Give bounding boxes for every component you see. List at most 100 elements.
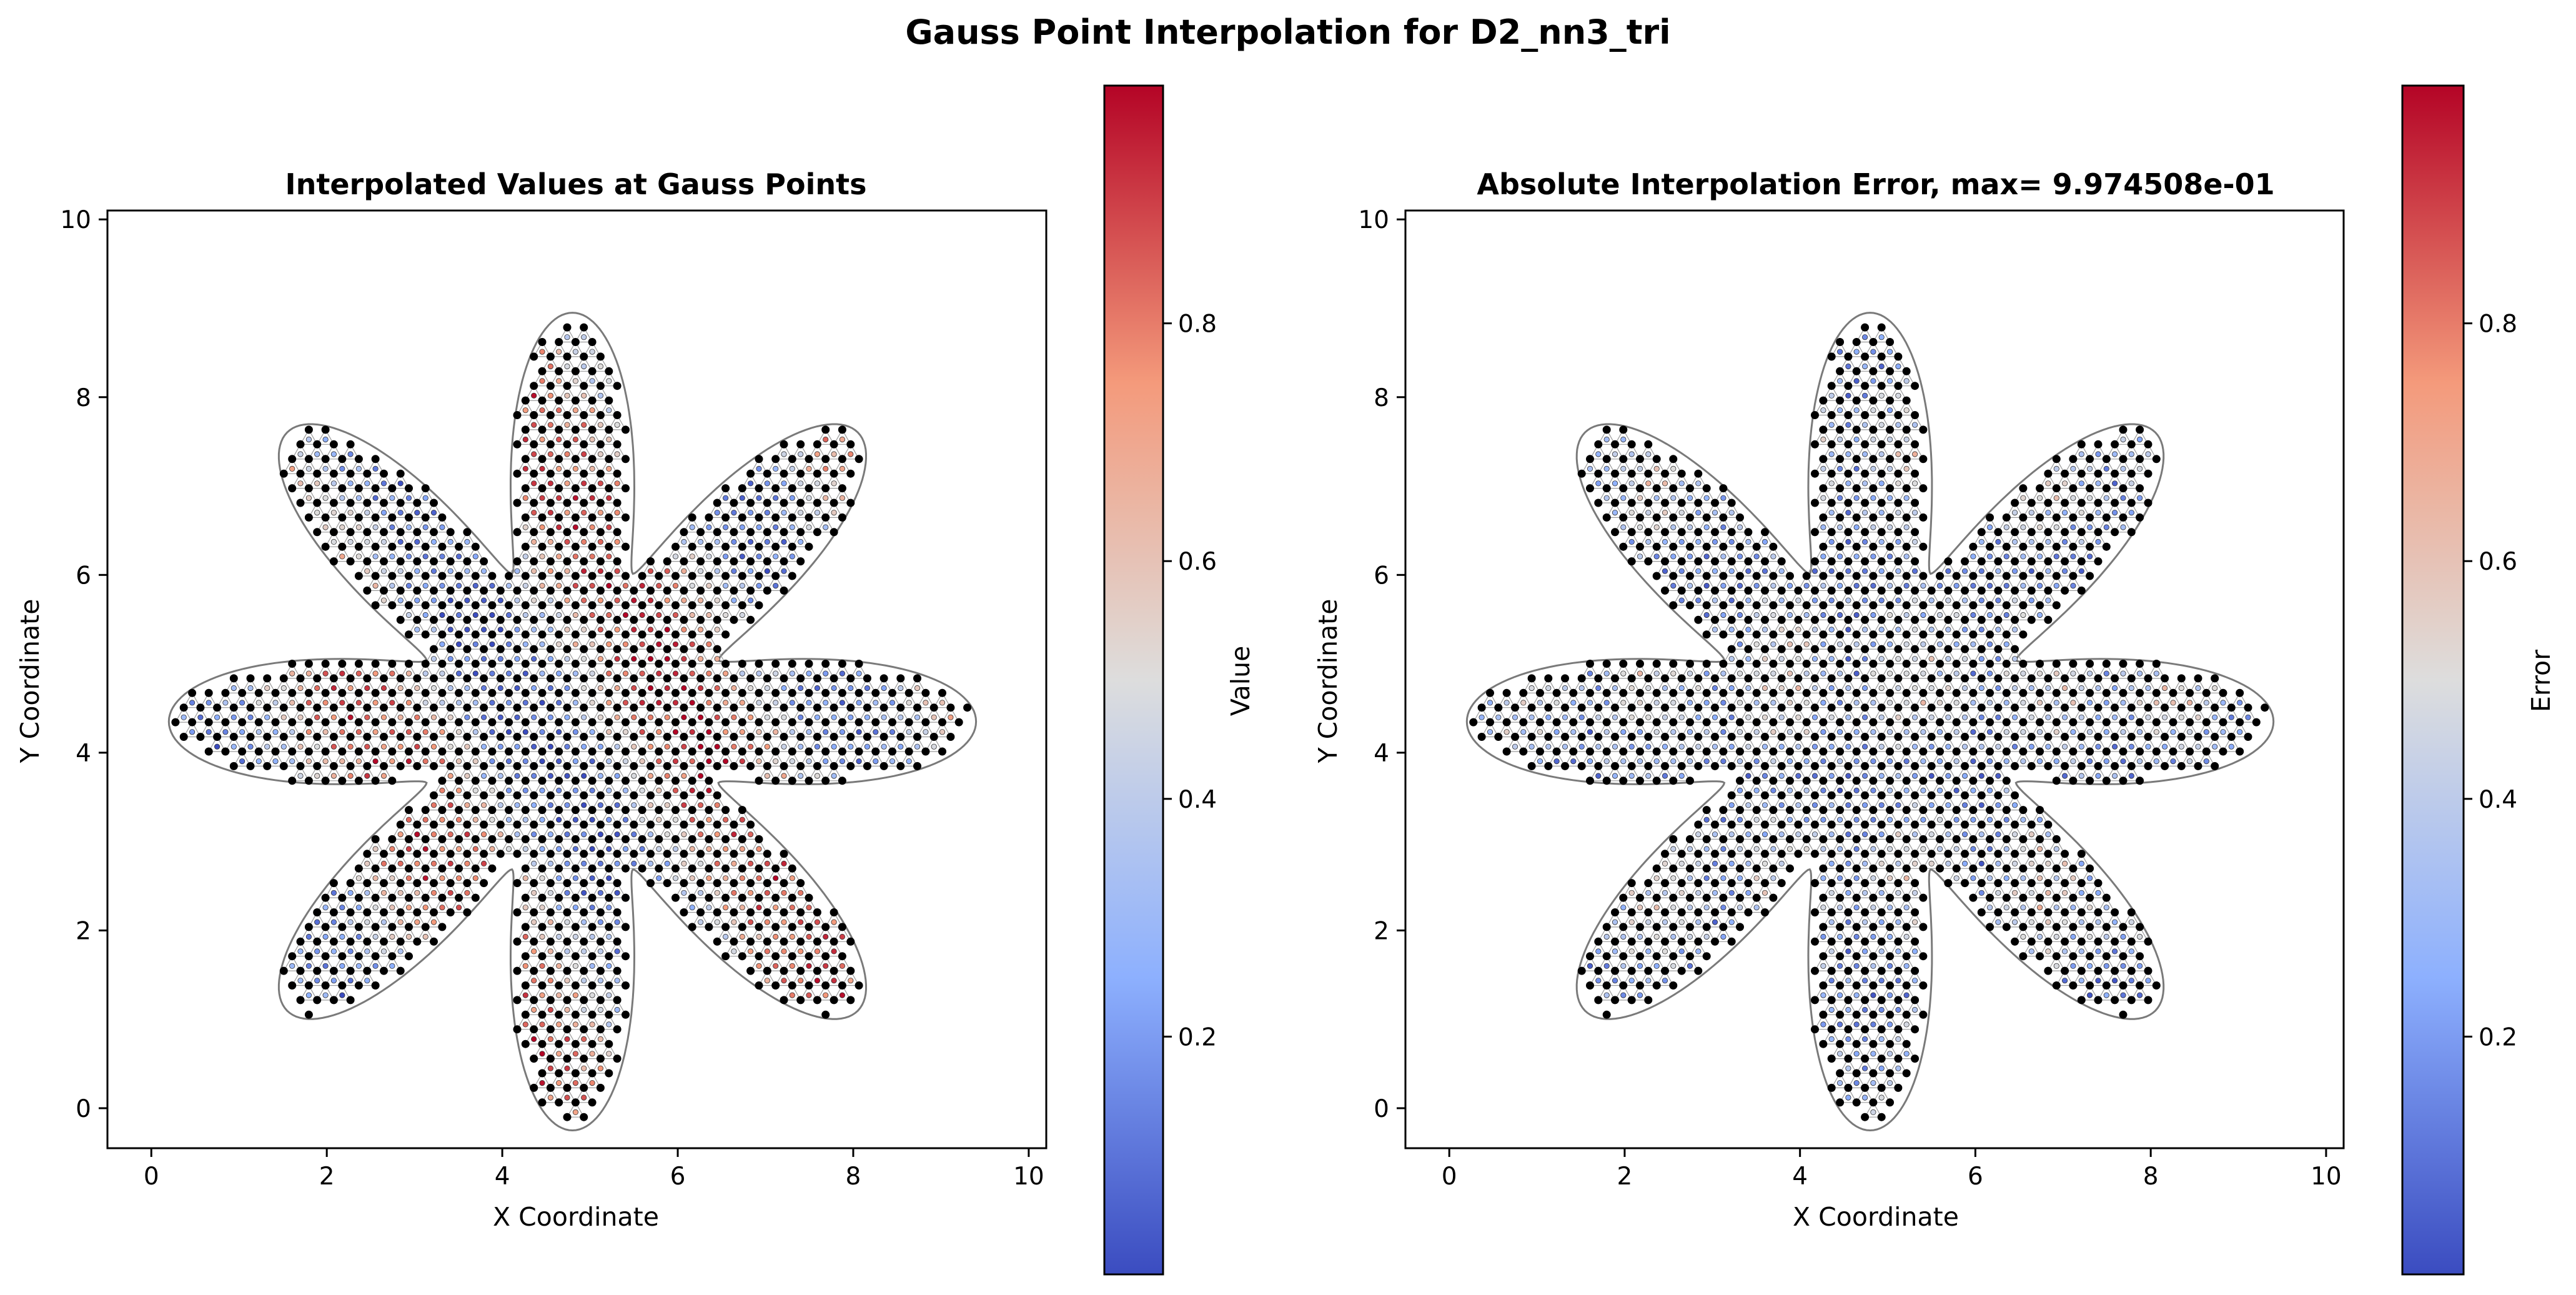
mesh-node	[1852, 747, 1861, 756]
mesh-element	[1814, 809, 1833, 825]
mesh-node	[646, 733, 655, 741]
mesh-node	[1727, 733, 1736, 741]
mesh-element	[1914, 692, 1933, 708]
mesh-node	[1719, 747, 1728, 756]
mesh-element	[1872, 1028, 1891, 1044]
mesh-element	[592, 619, 610, 635]
mesh-node	[2119, 952, 2128, 961]
gauss-point	[314, 509, 320, 516]
mesh-element	[1697, 896, 1716, 913]
mesh-node	[655, 572, 663, 580]
mesh-node	[954, 718, 963, 727]
mesh-node	[1786, 718, 1794, 727]
mesh-element	[391, 911, 410, 928]
mesh-node	[1627, 879, 1636, 888]
mesh-element	[1714, 838, 1733, 855]
mesh-node	[1844, 1083, 1853, 1092]
gauss-point	[297, 773, 304, 779]
mesh-element	[391, 560, 410, 577]
mesh-node	[821, 923, 830, 931]
mesh-element	[833, 750, 851, 767]
mesh-element	[2081, 896, 2099, 913]
mesh-node	[1869, 1069, 1878, 1078]
gauss-point	[330, 948, 337, 955]
mesh-node	[596, 674, 605, 683]
mesh-node	[571, 777, 580, 785]
mesh-node	[196, 703, 205, 712]
mesh-node	[938, 688, 946, 697]
gauss-point	[798, 919, 804, 925]
mesh-element	[416, 750, 435, 767]
mesh-element	[1689, 823, 1708, 840]
mesh-element	[533, 985, 552, 1001]
mesh-node	[2144, 966, 2152, 975]
mesh-node	[1611, 733, 1619, 741]
mesh-node	[438, 806, 447, 815]
mesh-element	[2106, 707, 2124, 723]
mesh-node	[563, 703, 572, 712]
mesh-element	[1881, 517, 1899, 533]
mesh-node	[680, 557, 688, 566]
gauss-point	[389, 905, 395, 911]
mesh-element	[2156, 677, 2174, 693]
mesh-node	[354, 688, 363, 697]
mesh-node	[622, 660, 630, 668]
mesh-element	[1881, 604, 1899, 620]
mesh-element	[375, 882, 393, 898]
mesh-node	[2102, 718, 2111, 727]
mesh-element	[1697, 721, 1716, 738]
mesh-element	[2031, 663, 2049, 679]
mesh-element	[1881, 838, 1899, 855]
mesh-element	[1722, 853, 1741, 869]
mesh-node	[1994, 908, 2003, 916]
mesh-node	[2036, 718, 2044, 727]
mesh-element	[1664, 487, 1683, 504]
mesh-node	[855, 455, 863, 464]
mesh-node	[1727, 820, 1736, 829]
gauss-point	[339, 963, 345, 969]
mesh-element	[350, 721, 368, 738]
mesh-element	[1997, 517, 2016, 533]
mesh-node	[1869, 893, 1878, 902]
mesh-element	[1972, 823, 1991, 840]
gauss-point	[505, 729, 512, 735]
mesh-element	[1872, 355, 1891, 372]
gauss-point	[464, 802, 470, 808]
mesh-element	[1706, 882, 1724, 898]
mesh-element	[425, 823, 443, 840]
mesh-node	[646, 791, 655, 800]
mesh-element	[308, 502, 327, 518]
mesh-element	[1906, 414, 1924, 430]
gauss-point	[564, 334, 570, 340]
mesh-element	[274, 736, 293, 752]
mesh-node	[730, 820, 738, 829]
gauss-point	[531, 773, 537, 779]
gauss-point	[455, 758, 462, 765]
mesh-element	[450, 750, 468, 767]
mesh-element	[558, 326, 577, 343]
mesh-element	[2106, 941, 2124, 957]
mesh-node	[380, 733, 388, 741]
mesh-element	[341, 677, 360, 693]
mesh-element	[617, 663, 635, 679]
mesh-element	[241, 677, 260, 693]
mesh-element	[1681, 487, 1699, 504]
mesh-element	[2147, 750, 2166, 767]
mesh-node	[521, 864, 530, 873]
mesh-element	[2014, 692, 2033, 708]
gauss-point	[873, 758, 879, 765]
mesh-element	[1539, 736, 1558, 752]
mesh-node	[2136, 747, 2144, 756]
mesh-node	[1902, 777, 1911, 785]
mesh-element	[575, 472, 593, 489]
gauss-point	[748, 860, 754, 867]
mesh-node	[1936, 777, 1944, 785]
x-tick-label: 2	[319, 1163, 335, 1191]
mesh-element	[2047, 721, 2066, 738]
mesh-element	[1822, 765, 1841, 781]
mesh-node	[571, 1069, 580, 1078]
mesh-element	[1514, 692, 1533, 708]
mesh-element	[199, 721, 218, 738]
gauss-point	[564, 685, 570, 692]
mesh-element	[617, 780, 635, 796]
